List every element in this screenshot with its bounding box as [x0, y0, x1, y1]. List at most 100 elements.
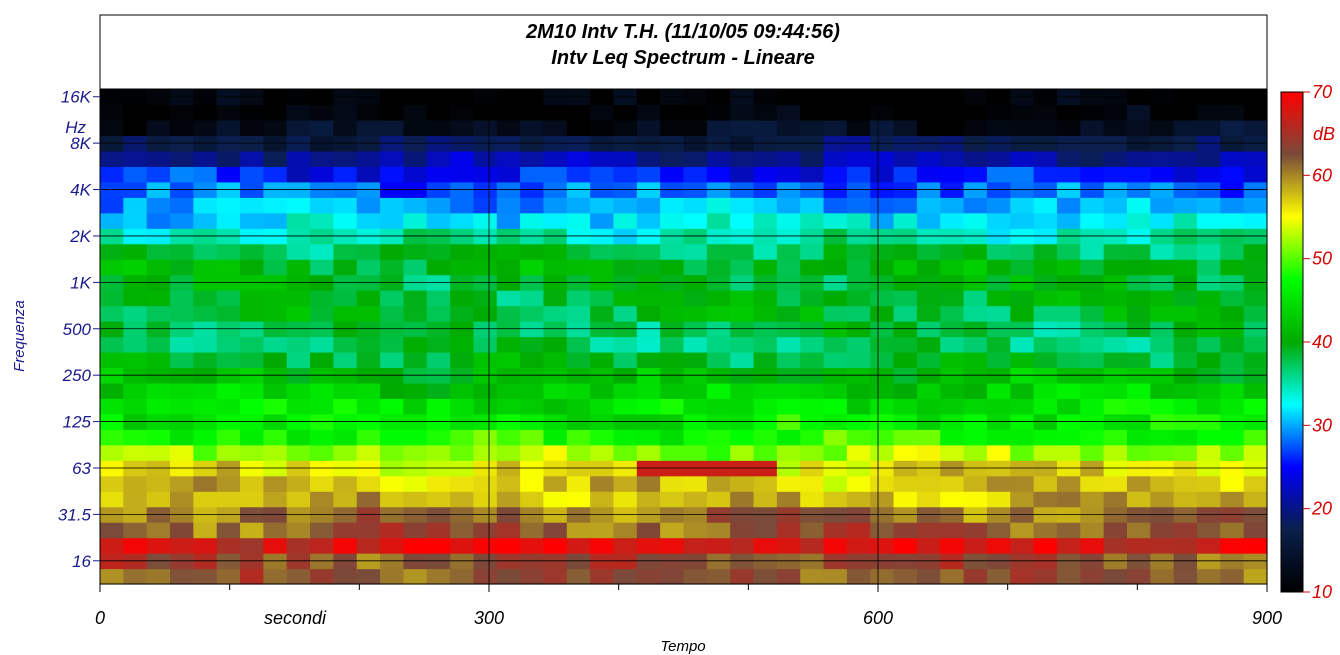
heatmap-cell — [566, 166, 591, 183]
heatmap-cell — [1243, 429, 1268, 446]
heatmap-cell — [216, 243, 241, 260]
heatmap-cell — [706, 568, 731, 585]
heatmap-cell — [240, 429, 264, 446]
heatmap-cell — [846, 429, 871, 446]
heatmap-cell — [496, 568, 521, 585]
heatmap-cell — [1056, 259, 1081, 276]
heatmap-cell — [706, 104, 731, 121]
heatmap-cell — [286, 351, 311, 369]
heatmap-cell — [263, 290, 288, 307]
heatmap-cell — [823, 259, 848, 276]
heatmap-cell — [380, 537, 405, 554]
heatmap-cell — [1220, 104, 1245, 121]
heatmap-cell — [753, 475, 778, 492]
heatmap-cell — [333, 305, 358, 322]
heatmap-cell — [660, 398, 685, 415]
heatmap-cell — [963, 305, 988, 322]
heatmap-cell — [426, 259, 451, 276]
heatmap-cell — [940, 429, 965, 446]
heatmap-cell — [100, 398, 124, 415]
heatmap-cell — [683, 336, 708, 353]
heatmap-cell — [636, 259, 661, 276]
heatmap-cell — [520, 104, 545, 121]
heatmap-cell — [823, 522, 848, 539]
heatmap-cell — [823, 212, 848, 229]
x-tick-label: 600 — [863, 608, 893, 628]
heatmap-cell — [216, 491, 241, 508]
heatmap-cell — [473, 259, 498, 276]
heatmap-cell — [1173, 475, 1198, 492]
heatmap-cell — [1033, 243, 1058, 260]
heatmap-cell — [1173, 398, 1198, 415]
heatmap-cell — [613, 243, 638, 260]
heatmap-cell — [683, 150, 708, 167]
heatmap-cell — [170, 382, 194, 399]
heatmap-cell — [450, 150, 475, 167]
heatmap-cell — [776, 444, 801, 461]
heatmap-cell — [193, 382, 218, 399]
heatmap-cell — [1126, 150, 1151, 167]
heatmap-cell — [1103, 568, 1128, 585]
heatmap-cell — [1010, 568, 1035, 585]
heatmap-cell — [193, 243, 218, 260]
heatmap-cell — [1173, 491, 1198, 508]
heatmap-cell — [776, 475, 801, 492]
gridlines — [100, 89, 1267, 584]
heatmap-cell — [800, 398, 825, 415]
heatmap-cell — [566, 398, 591, 415]
heatmap-cell — [240, 290, 264, 307]
heatmap-cell — [1196, 150, 1221, 167]
heatmap-cell — [193, 166, 218, 183]
heatmap-cell — [590, 398, 615, 415]
heatmap-cell — [800, 491, 825, 508]
heatmap-cell — [263, 166, 288, 183]
heatmap-cell — [590, 119, 615, 137]
heatmap-cell — [1080, 104, 1105, 121]
heatmap-cell — [753, 522, 778, 539]
heatmap-cell — [520, 197, 545, 214]
x-tick-label: 0 — [95, 608, 105, 628]
heatmap-cell — [870, 429, 895, 446]
heatmap-cell — [263, 351, 288, 369]
heatmap-cell — [333, 259, 358, 276]
heatmap-cell — [730, 568, 755, 585]
heatmap-cell — [660, 336, 685, 353]
heatmap-cell — [1103, 212, 1128, 229]
heatmap-cell — [683, 475, 708, 492]
heatmap-cell — [380, 522, 405, 539]
heatmap-cell — [753, 290, 778, 307]
heatmap-cell — [473, 150, 498, 167]
heatmap-cell — [916, 475, 941, 492]
heatmap-cell — [450, 444, 475, 461]
heatmap-cell — [356, 444, 381, 461]
heatmap-cell — [1173, 150, 1198, 167]
heatmap-cell — [310, 150, 334, 167]
heatmap-cell — [963, 568, 988, 585]
heatmap-cell — [473, 568, 498, 585]
heatmap-cell — [1220, 212, 1245, 229]
y-tick-label: 63 — [72, 459, 91, 478]
heatmap-cell — [940, 568, 965, 585]
heatmap-cell — [496, 537, 521, 554]
heatmap-cell — [1220, 429, 1245, 446]
heatmap-cell — [963, 336, 988, 353]
plot-frame — [99, 88, 1268, 585]
heatmap-cell — [893, 104, 918, 121]
heatmap-cell — [1220, 290, 1245, 307]
heatmap-cell — [706, 166, 731, 183]
heatmap-cell — [893, 119, 918, 137]
heatmap-cell — [1196, 119, 1221, 137]
heatmap-cell — [730, 305, 755, 322]
heatmap-cell — [496, 290, 521, 307]
heatmap-cell — [870, 104, 895, 121]
heatmap-cell — [846, 568, 871, 585]
heatmap-cell — [613, 290, 638, 307]
heatmap-cell — [963, 243, 988, 260]
heatmap-cell — [1243, 475, 1268, 492]
heatmap-cell — [356, 305, 381, 322]
heatmap-cell — [1220, 351, 1245, 369]
heatmap-cell — [800, 166, 825, 183]
heatmap-cell — [846, 197, 871, 214]
heatmap-cell — [566, 305, 591, 322]
